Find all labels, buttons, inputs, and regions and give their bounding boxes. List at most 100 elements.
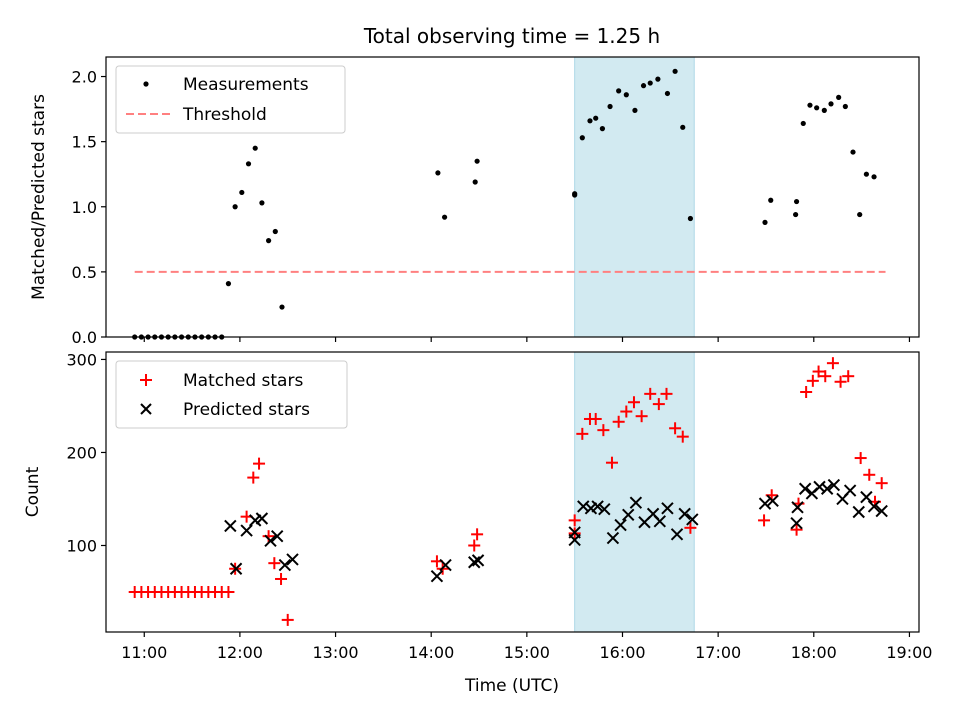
predicted-star-point	[860, 490, 873, 504]
measurement-point	[800, 120, 806, 127]
measurement-point	[863, 171, 869, 177]
y-tick-label: 2.0	[72, 68, 97, 87]
predicted-star-point	[875, 504, 888, 518]
matched-star-point	[635, 410, 648, 423]
x-tick-label: 15:00	[504, 643, 550, 662]
predicted-star-point	[606, 531, 620, 545]
bottom-y-axis-label: Count	[23, 466, 43, 517]
predicted-star-point	[622, 508, 635, 521]
matched-star-point	[612, 415, 625, 428]
legend-matched-label: Matched stars	[183, 371, 303, 391]
legend-predicted-marker	[140, 403, 152, 415]
predicted-star-point	[598, 503, 611, 516]
measurement-point	[239, 189, 245, 196]
measurement-point	[828, 101, 834, 107]
matched-star-point	[842, 370, 855, 383]
matched-star-point	[275, 572, 288, 585]
measurement-point	[593, 115, 599, 121]
predicted-star-point	[758, 497, 772, 510]
top-legend-box	[115, 65, 346, 134]
observing-window-span	[574, 351, 695, 633]
measurement-point	[232, 204, 238, 210]
matched-star-point	[471, 528, 484, 541]
predicted-star-point	[843, 484, 857, 497]
measurement-point	[664, 90, 671, 97]
matched-star-point	[652, 398, 665, 411]
bottom-y-ticks: 100 200 300	[66, 350, 106, 555]
predicted-star-point	[678, 507, 691, 521]
predicted-star-point	[229, 562, 243, 575]
predicted-star-point	[591, 500, 604, 513]
measurement-point	[272, 228, 278, 235]
matched-star-point	[281, 613, 294, 626]
bottom-x-ticks: 11:00 12:00 13:00 14:00 15:00 16:00 17:00 18:00…	[121, 632, 932, 662]
bottom-panel: 11:00 12:00 13:00 14:00 15:00 16:00 17:00 18:00…	[23, 350, 932, 696]
predicted-star-point	[614, 518, 627, 532]
matched-star-point	[819, 370, 832, 383]
measurement-point	[821, 107, 827, 113]
matched-star-point	[268, 557, 281, 570]
matched-star-point	[676, 430, 689, 443]
matched-star-point	[627, 396, 640, 409]
predicted-star-point	[439, 558, 452, 572]
matched-star-point	[790, 523, 803, 536]
x-tick-label: 17:00	[695, 643, 741, 662]
matched-star-point	[669, 422, 682, 435]
matched-star-point	[247, 471, 260, 484]
predicted-star-point	[468, 556, 481, 569]
y-tick-label: 1.0	[72, 198, 97, 217]
measurement-point	[279, 304, 285, 310]
y-tick-label: 200	[66, 443, 97, 462]
predicted-star-point	[577, 500, 590, 513]
measurement-point	[687, 215, 694, 222]
measurement-point	[836, 94, 842, 100]
predicted-star-point	[224, 519, 237, 533]
top-measurement-points	[132, 68, 877, 340]
y-tick-label: 1.5	[72, 133, 97, 152]
predicted-star-point	[791, 501, 804, 514]
predicted-star-point	[240, 524, 253, 537]
measurement-point	[579, 135, 585, 141]
measurement-point	[793, 211, 799, 218]
predicted-star-point	[686, 513, 699, 526]
top-y-axis-label: Matched/Predicted stars	[29, 94, 49, 300]
predicted-star-point	[827, 478, 841, 492]
measurement-point	[599, 126, 606, 132]
predicted-star-point	[790, 516, 803, 530]
measurement-point	[252, 145, 258, 151]
matched-star-point	[468, 539, 481, 552]
measurement-point	[259, 200, 265, 206]
measurement-point	[225, 281, 232, 287]
bottom-predicted-points	[224, 478, 888, 583]
matched-star-point	[605, 456, 618, 469]
y-tick-label: 100	[66, 536, 97, 555]
measurement-point	[572, 191, 578, 197]
x-tick-label: 18:00	[791, 643, 837, 662]
bottom-legend: Matched stars Predicted stars	[115, 360, 348, 429]
measurement-point	[807, 102, 813, 108]
top-y-ticks: 0.0 0.5 1.0 1.5 2.0	[72, 68, 106, 347]
bottom-plot-frame	[105, 351, 920, 633]
top-panel: 0.00.51.01.52.0 Matched/Predicted stars …	[29, 56, 920, 347]
matched-star-point	[597, 424, 610, 437]
x-tick-label: 14:00	[408, 643, 454, 662]
predicted-star-point	[568, 526, 581, 539]
measurement-point	[435, 170, 441, 176]
measurement-point	[616, 88, 622, 94]
matched-star-point	[854, 452, 867, 465]
predicted-star-point	[653, 515, 667, 528]
x-axis-label: Time (UTC)	[464, 676, 559, 696]
matched-star-point	[253, 457, 266, 470]
matched-star-point	[806, 374, 819, 387]
measurement-point	[441, 214, 448, 220]
measurement-point	[472, 179, 478, 185]
legend-predicted-label: Predicted stars	[183, 400, 310, 420]
predicted-star-point	[798, 482, 812, 495]
x-tick-label: 16:00	[599, 643, 645, 662]
measurement-point	[871, 174, 877, 180]
matched-star-point	[684, 521, 697, 534]
measurement-point	[850, 149, 856, 155]
x-tick-label: 11:00	[121, 643, 167, 662]
top-plot-frame	[105, 56, 920, 338]
